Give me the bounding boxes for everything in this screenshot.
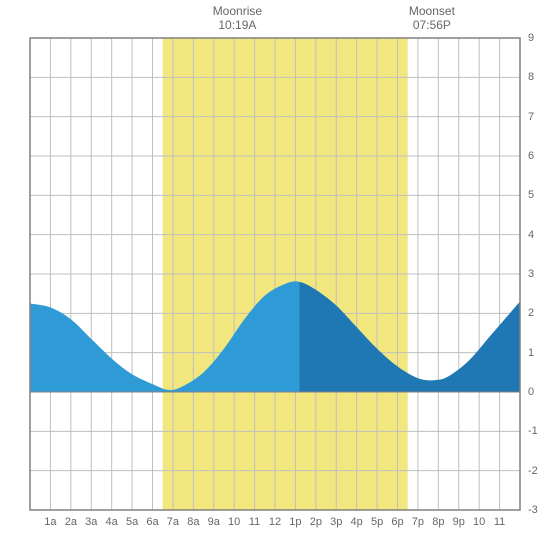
x-tick-label: 10 bbox=[473, 516, 485, 528]
x-tick-label: 11 bbox=[249, 516, 260, 528]
chart-plot bbox=[0, 0, 550, 550]
y-tick-label: 6 bbox=[528, 150, 534, 162]
x-tick-label: 8a bbox=[187, 516, 199, 528]
x-tick-label: 2p bbox=[310, 516, 322, 528]
y-tick-label: 5 bbox=[528, 189, 534, 201]
x-tick-label: 4p bbox=[351, 516, 363, 528]
x-tick-label: 6a bbox=[146, 516, 158, 528]
x-tick-label: 9p bbox=[453, 516, 465, 528]
x-tick-label: 4a bbox=[106, 516, 118, 528]
x-tick-label: 1p bbox=[289, 516, 301, 528]
x-tick-label: 5p bbox=[371, 516, 383, 528]
y-tick-label: 1 bbox=[528, 347, 534, 359]
y-tick-label: -2 bbox=[528, 465, 538, 477]
y-tick-label: -1 bbox=[528, 425, 538, 437]
x-tick-label: 6p bbox=[391, 516, 403, 528]
x-tick-label: 7a bbox=[167, 516, 179, 528]
y-tick-label: 2 bbox=[528, 307, 534, 319]
x-tick-label: 1a bbox=[44, 516, 56, 528]
x-tick-label: 5a bbox=[126, 516, 138, 528]
tide-chart-container: { "type": "area", "width": 550, "height"… bbox=[0, 0, 550, 550]
y-tick-label: 4 bbox=[528, 229, 534, 241]
x-tick-label: 12 bbox=[269, 516, 281, 528]
x-tick-label: 7p bbox=[412, 516, 424, 528]
y-tick-label: 7 bbox=[528, 111, 534, 123]
x-tick-label: 9a bbox=[208, 516, 220, 528]
x-tick-label: 2a bbox=[65, 516, 77, 528]
x-tick-label: 10 bbox=[228, 516, 240, 528]
x-tick-label: 3p bbox=[330, 516, 342, 528]
x-tick-label: 3a bbox=[85, 516, 97, 528]
y-tick-label: -3 bbox=[528, 504, 538, 516]
y-tick-label: 8 bbox=[528, 71, 534, 83]
x-tick-label: 8p bbox=[432, 516, 444, 528]
y-tick-label: 0 bbox=[528, 386, 534, 398]
y-tick-label: 9 bbox=[528, 32, 534, 44]
y-tick-label: 3 bbox=[528, 268, 534, 280]
x-tick-label: 11 bbox=[494, 516, 505, 528]
